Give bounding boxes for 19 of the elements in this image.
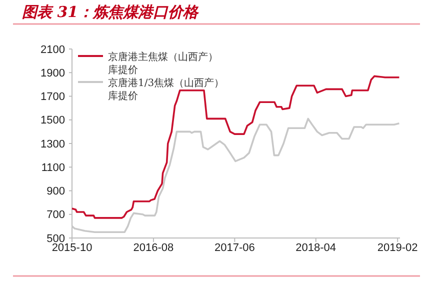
legend-label: 京唐港1/3焦煤（山西产）库提价 <box>108 77 224 102</box>
y-tick-label: 2100 <box>40 44 65 56</box>
y-tick-label: 1900 <box>40 67 65 80</box>
chart-title: 图表 31：炼焦煤港口价格 <box>22 3 200 21</box>
line-series <box>71 118 400 233</box>
line-series <box>71 75 400 219</box>
y-tick-label: 1300 <box>40 138 65 150</box>
y-tick-label: 1100 <box>41 162 65 174</box>
x-tick-label: 2017-06 <box>214 242 255 254</box>
x-tick-label: 2016-08 <box>133 242 174 254</box>
x-tick-label: 2018-04 <box>296 242 336 254</box>
y-tick-label: 700 <box>46 209 65 222</box>
y-tick-label: 1700 <box>40 91 65 104</box>
y-tick-label: 500 <box>46 232 65 245</box>
y-tick-label: 1500 <box>40 114 65 127</box>
y-tick-label: 900 <box>46 186 65 198</box>
legend-label: 京唐港主焦煤（山西产）库提价 <box>108 51 218 76</box>
x-tick-label: 2019-02 <box>377 242 418 254</box>
x-tick-label: 2015-10 <box>52 242 92 254</box>
